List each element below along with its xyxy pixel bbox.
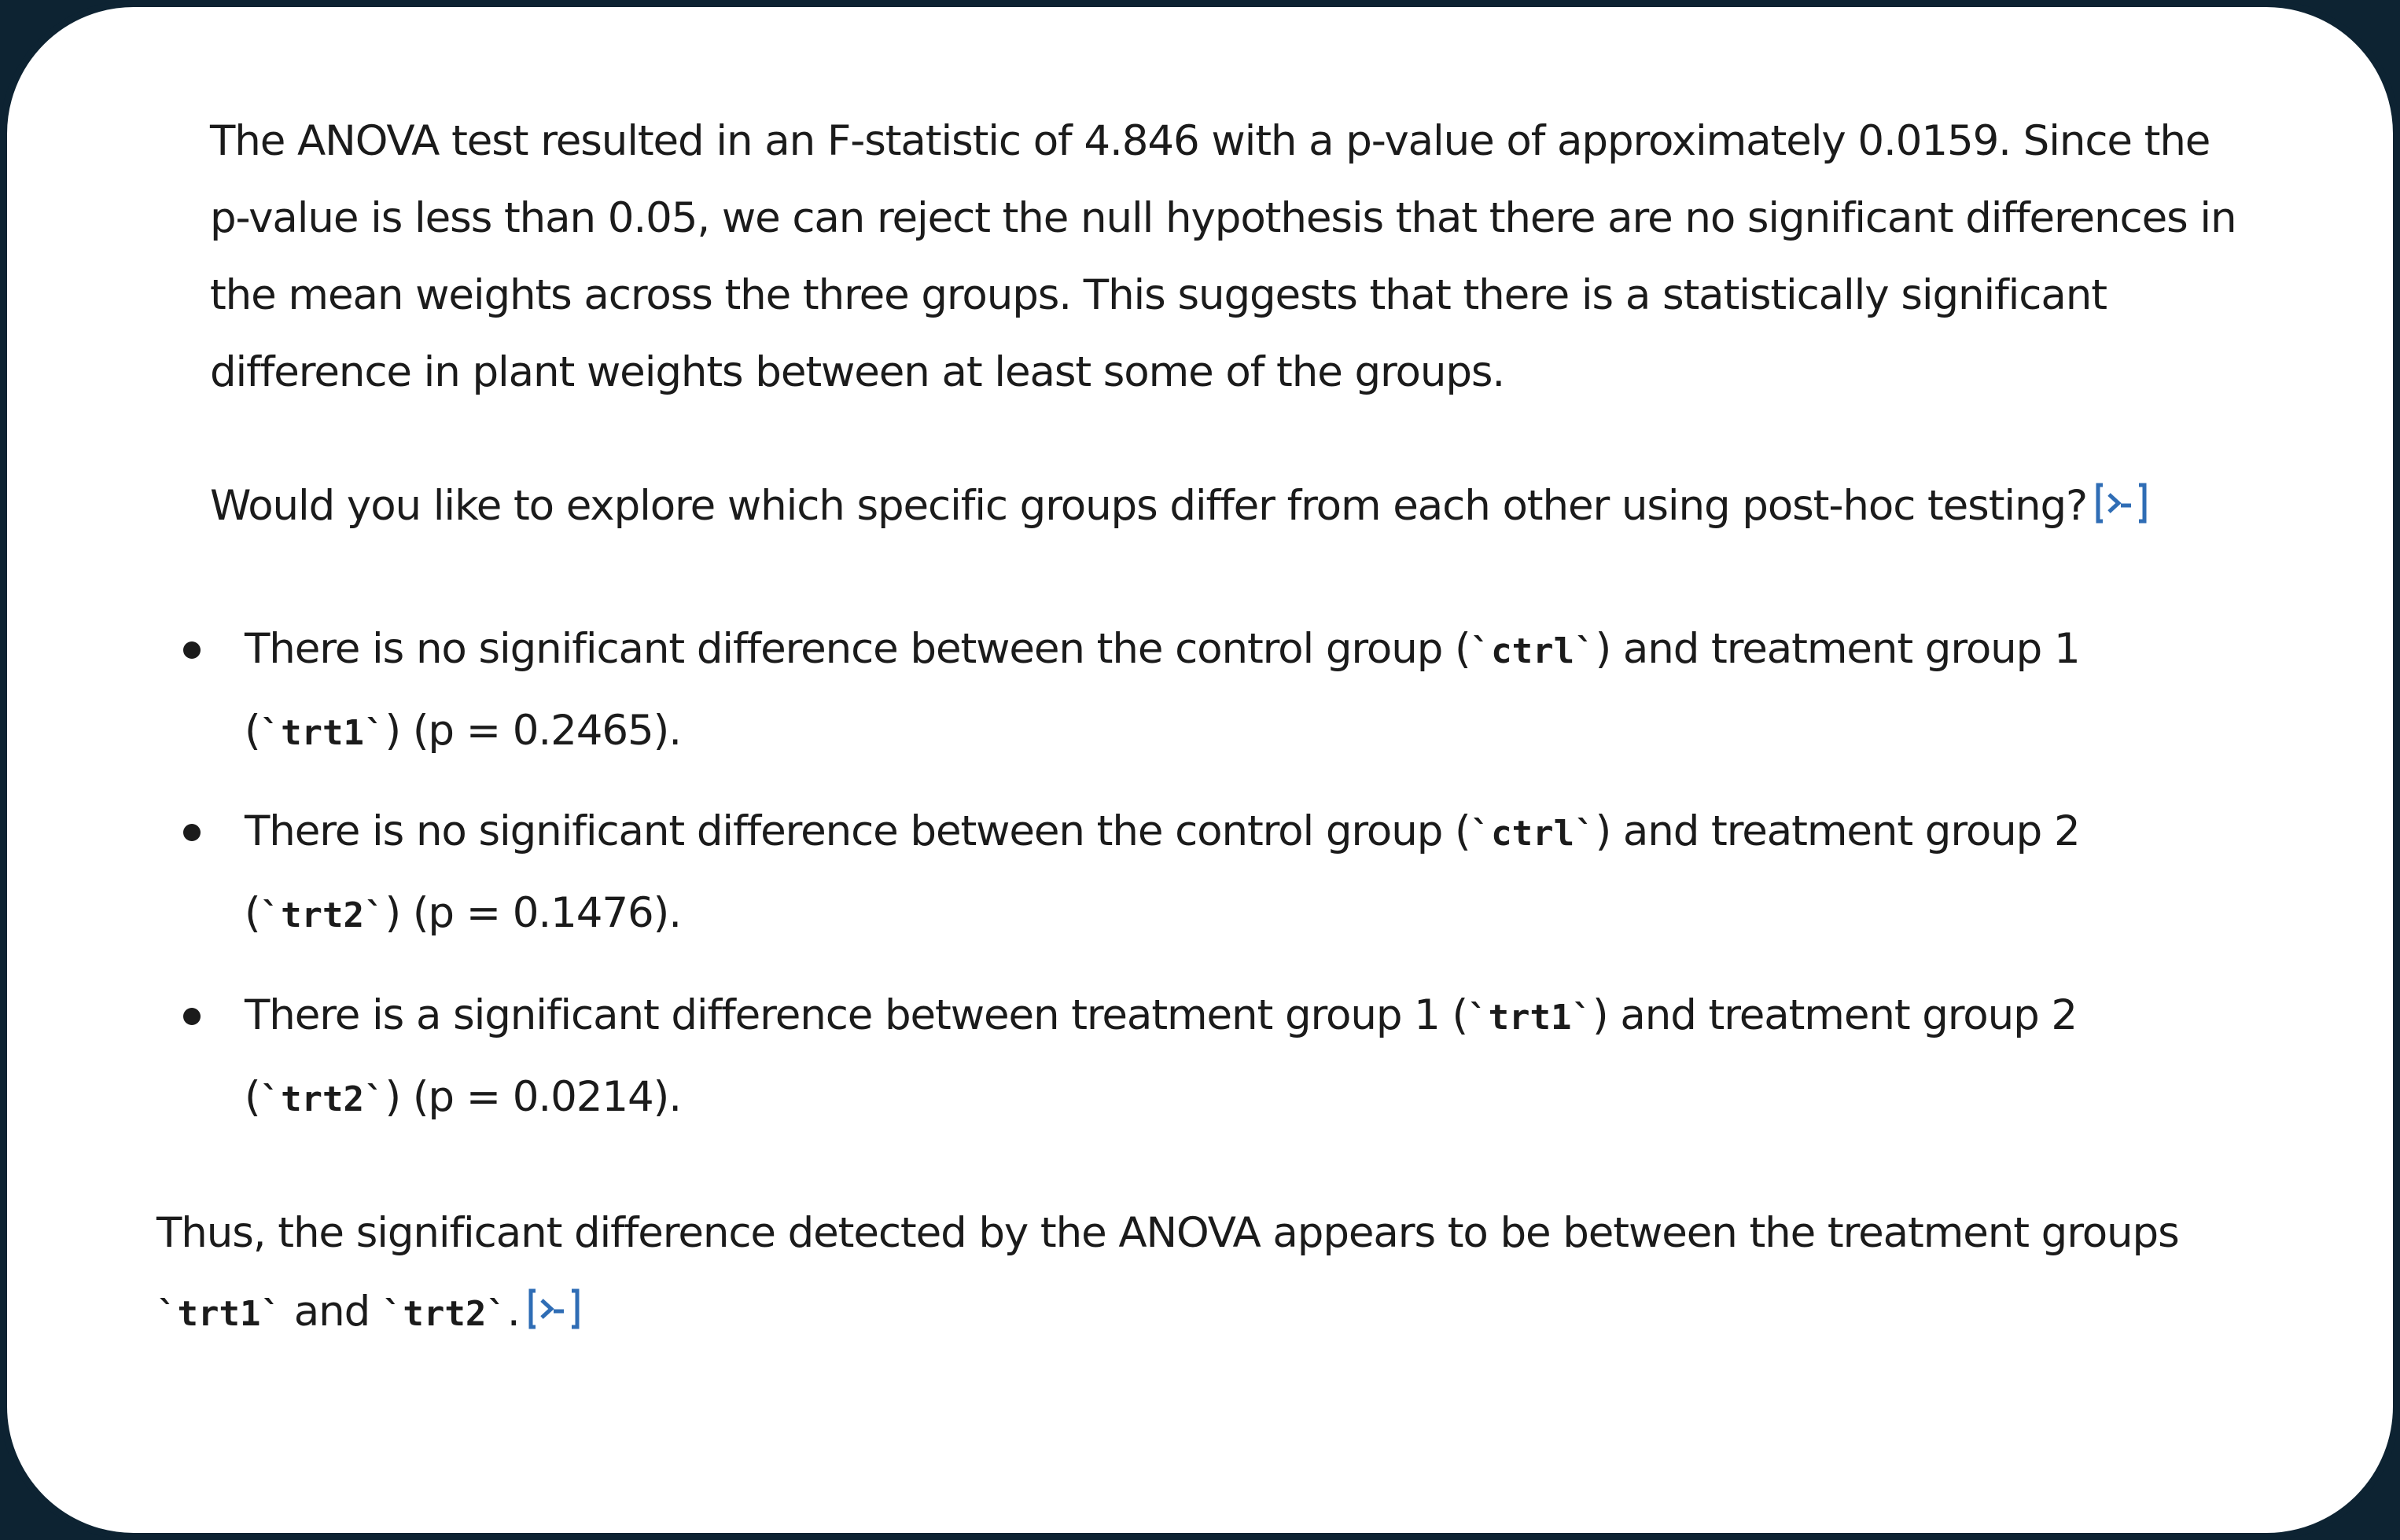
paragraph-line: difference in plant weights between at l…: [210, 348, 1505, 396]
inline-code: `trt1`: [1467, 998, 1593, 1038]
assistant-message: The ANOVA test resulted in an F-statisti…: [7, 7, 2393, 1533]
inline-code: `trt2`: [381, 1294, 507, 1334]
inline-code: `trt2`: [260, 1079, 385, 1119]
code-source-icon[interactable]: [2095, 482, 2148, 524]
inline-code: `trt1`: [156, 1294, 282, 1334]
list-item: There is no significant difference betwe…: [245, 807, 2081, 855]
code-source-icon[interactable]: [528, 1288, 581, 1330]
inline-code: `trt2`: [260, 895, 385, 935]
paragraph-line: p-value is less than 0.05, we can reject…: [210, 194, 2237, 242]
bullet-marker: [183, 641, 201, 659]
list-item: There is a significant difference betwee…: [245, 991, 2078, 1039]
paragraph-line: the mean weights across the three groups…: [210, 271, 2107, 319]
inline-code: `ctrl`: [1470, 814, 1596, 854]
list-item-continuation: (`trt2`) (p = 0.1476).: [245, 889, 682, 937]
inline-code: `ctrl`: [1470, 631, 1596, 671]
question-text: Would you like to explore which specific…: [210, 482, 2088, 530]
conclusion-line: `trt1` and `trt2`.: [156, 1285, 581, 1342]
inline-code: `trt1`: [260, 713, 385, 753]
list-item: There is no significant difference betwe…: [245, 625, 2081, 673]
list-item-continuation: (`trt2`) (p = 0.0214).: [245, 1073, 682, 1121]
list-item-continuation: (`trt1`) (p = 0.2465).: [245, 707, 682, 755]
paragraph-line: The ANOVA test resulted in an F-statisti…: [210, 117, 2210, 165]
bullet-marker: [183, 824, 201, 841]
bullet-marker: [183, 1008, 201, 1025]
conclusion-line: Thus, the significant difference detecte…: [156, 1209, 2180, 1257]
follow-up-question: Would you like to explore which specific…: [210, 479, 2148, 534]
